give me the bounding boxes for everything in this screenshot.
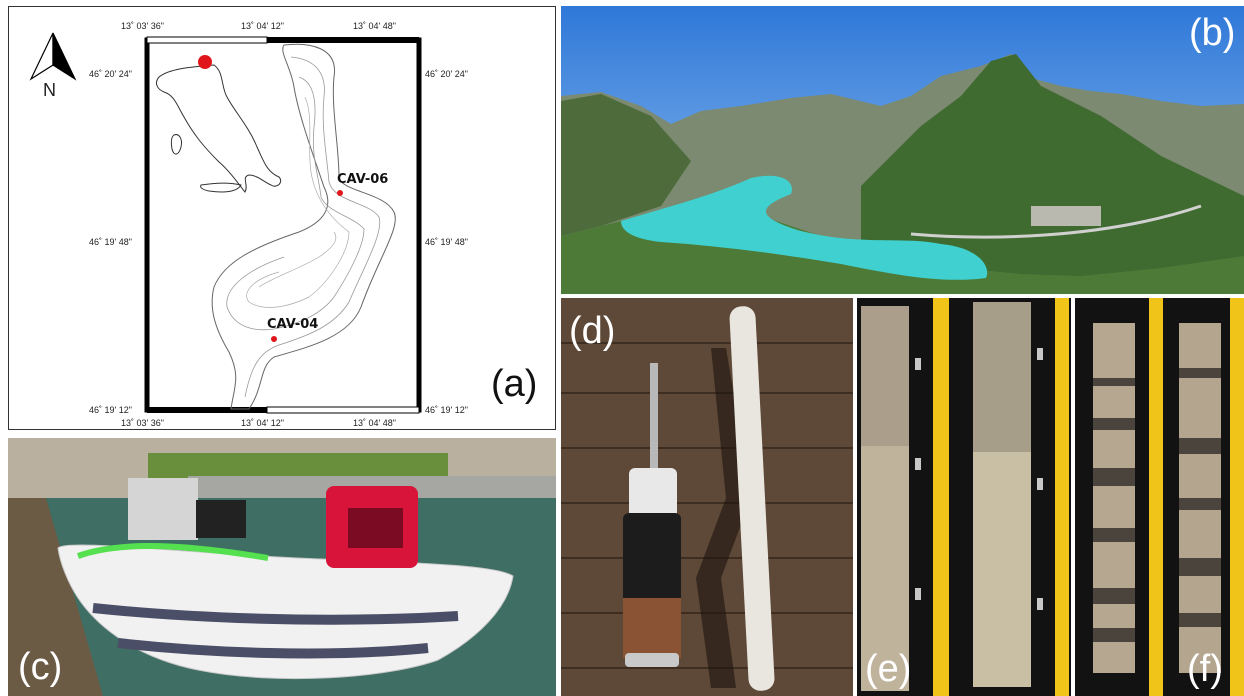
coord-bottom-2: 13˚ 04' 12" bbox=[241, 418, 284, 428]
panel-label-f: (f) bbox=[1187, 648, 1223, 690]
coord-left-2: 46˚ 19' 48" bbox=[89, 237, 132, 247]
study-area-marker bbox=[198, 55, 212, 69]
north-label: N bbox=[43, 80, 56, 100]
coord-top-1: 13˚ 03' 36" bbox=[121, 21, 164, 31]
core-f-scene bbox=[1075, 298, 1244, 696]
ruler bbox=[933, 298, 949, 696]
corer-scene bbox=[561, 298, 853, 696]
map-graphic bbox=[29, 32, 422, 414]
coord-right-1: 46˚ 20' 24" bbox=[425, 69, 468, 79]
core-e-scene bbox=[857, 298, 1071, 696]
coord-top-3: 13˚ 04' 48" bbox=[353, 21, 396, 31]
coord-bottom-1: 13˚ 03' 36" bbox=[121, 418, 164, 428]
panel-e-photo: (e) bbox=[857, 298, 1071, 696]
coord-right-2: 46˚ 19' 48" bbox=[425, 237, 468, 247]
pvc-tube bbox=[729, 306, 775, 691]
panel-b-photo: (b) bbox=[561, 6, 1244, 294]
site-label-cav06: CAV-06 bbox=[337, 172, 389, 187]
lake-water bbox=[621, 175, 988, 280]
panel-c-photo: (c) bbox=[8, 438, 556, 696]
coord-left-3: 46˚ 19' 12" bbox=[89, 405, 132, 415]
site-label-cav04: CAV-04 bbox=[267, 317, 319, 332]
coord-left-1: 46˚ 20' 24" bbox=[89, 69, 132, 79]
site-marker-cav04 bbox=[271, 336, 277, 342]
panel-f-photo: (f) bbox=[1075, 298, 1244, 696]
lake-landscape bbox=[561, 54, 1244, 294]
panel-label-e: (e) bbox=[865, 648, 912, 690]
site-marker-cav06 bbox=[337, 190, 343, 196]
north-arrow-icon bbox=[29, 32, 77, 81]
coord-right-3: 46˚ 19' 12" bbox=[425, 405, 468, 415]
map-frame bbox=[144, 37, 422, 413]
panel-label-c: (c) bbox=[18, 646, 63, 688]
panel-d-photo: (d) bbox=[561, 298, 853, 696]
coord-bottom-3: 13˚ 04' 48" bbox=[353, 418, 396, 428]
panel-label-d: (d) bbox=[569, 310, 616, 352]
panel-label-a: (a) bbox=[491, 363, 538, 405]
lake-outline bbox=[211, 43, 396, 410]
panel-a-map: N CAV-06 CAV-04 13˚ 03' 36" 13˚ 04' 12" … bbox=[8, 6, 556, 430]
coord-top-2: 13˚ 04' 12" bbox=[241, 21, 284, 31]
italy-outline bbox=[156, 64, 282, 193]
boat-scene bbox=[8, 438, 556, 696]
panel-label-b: (b) bbox=[1189, 12, 1236, 54]
